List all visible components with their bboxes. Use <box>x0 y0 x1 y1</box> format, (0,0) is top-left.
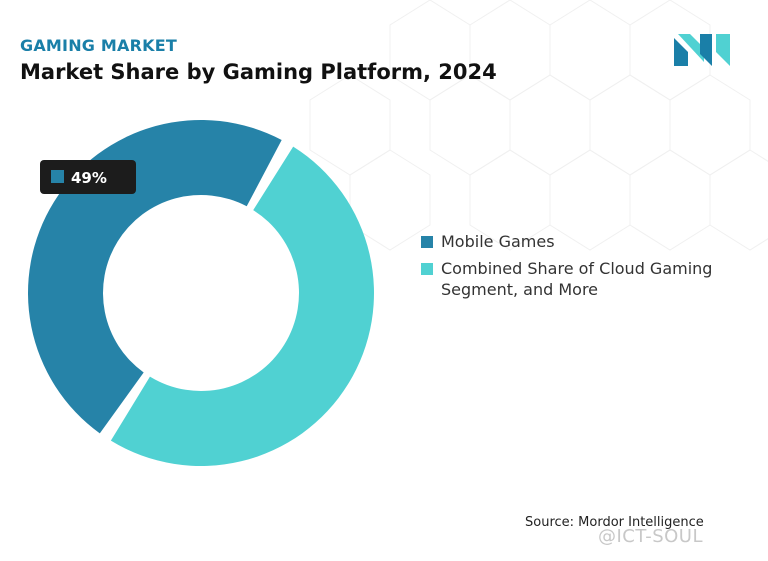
watermark: @ICT-SOUL <box>598 526 704 547</box>
data-label-background <box>40 160 136 194</box>
data-label-swatch <box>51 170 64 183</box>
legend-swatch-mobile <box>421 236 433 248</box>
data-label-mobile: 49% <box>40 160 136 194</box>
legend-label-line2: Segment, and More <box>441 280 599 299</box>
legend-item-mobile-games: Mobile Games <box>421 231 761 252</box>
source-note: Source: Mordor Intelligence <box>525 515 704 530</box>
data-label-text: 49% <box>71 169 107 187</box>
kicker-label: GAMING MARKET <box>20 36 177 55</box>
mordor-intelligence-logo-icon <box>674 34 730 66</box>
chart-title: Market Share by Gaming Platform, 2024 <box>20 60 497 84</box>
legend-swatch-cloud <box>421 263 433 275</box>
legend-label: Mobile Games <box>441 232 555 251</box>
slice-mobile-games <box>28 120 282 434</box>
legend-label-line1: Combined Share of Cloud Gaming <box>441 259 713 278</box>
legend-item-cloud-gaming: Combined Share of Cloud Gaming Segment, … <box>421 258 761 300</box>
slice-cloud-gaming <box>110 146 374 466</box>
chart-legend: Mobile Games Combined Share of Cloud Gam… <box>421 231 761 306</box>
